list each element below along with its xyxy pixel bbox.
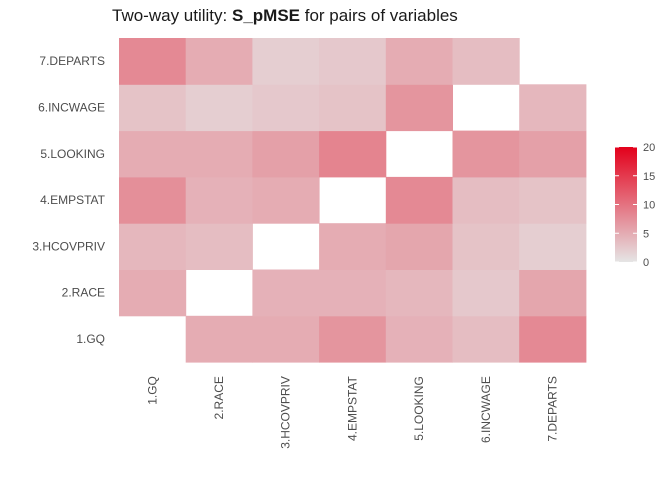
x-tick-label: 7.DEPARTS [546, 376, 560, 442]
heatmap-cell-4-empstat-2-race [319, 269, 387, 317]
legend-tick-label: 0 [643, 257, 649, 269]
legend-tick-label: 10 [643, 200, 655, 212]
x-axis-ticks: 1.GQ 2.RACE 3.HCOVPRIV 4.EMPSTAT 5.LOOKING 6.… [145, 375, 559, 448]
chart-title: Two-way utility: S_pMSE for pairs of var… [112, 6, 458, 26]
heatmap-cell-6-incwage-5-looking [452, 130, 520, 178]
legend-color-bar [615, 147, 637, 262]
x-tick-label: 2.RACE [212, 376, 226, 419]
heatmap-cell-1-gq-4-empstat [119, 176, 187, 224]
heatmap-cell-2-race-3-hcovpriv [185, 223, 253, 270]
heatmap-cell-7-departs-5-looking [519, 130, 587, 178]
heatmap-cell-5-looking-3-hcovpriv [385, 223, 453, 270]
heatmap-cell-5-looking-7-departs [385, 38, 453, 85]
heatmap-cell-4-empstat-7-departs [319, 38, 387, 85]
x-tick-label: 6.INCWAGE [479, 376, 493, 443]
heatmap-cell-5-looking-1-gq [385, 315, 453, 363]
heatmap-cell-2-race-5-looking [185, 130, 253, 178]
heatmap-cell-4-empstat-3-hcovpriv [319, 223, 387, 270]
heatmap-cell-7-departs-6-incwage [519, 84, 587, 132]
heatmap-cell-3-hcovpriv-2-race [252, 269, 320, 317]
heatmap-cell-2-race-6-incwage [185, 84, 253, 132]
x-tick-label: 1.GQ [145, 376, 159, 405]
heatmap-cell-1-gq-7-departs [119, 38, 187, 85]
x-tick-label: 3.HCOVPRIV [279, 376, 293, 449]
title-bold: S_pMSE [231, 6, 301, 25]
x-tick-label: 5.LOOKING [412, 376, 426, 441]
title-suffix: for pairs of variables [300, 6, 458, 25]
y-axis-ticks: 1.GQ 2.RACE 3.HCOVPRIV 4.EMPSTAT 5.LOOKING 6.… [32, 54, 105, 346]
y-tick-label: 4.EMPSTAT [40, 193, 106, 207]
heatmap-cells [119, 38, 587, 363]
heatmap-cell-4-empstat-1-gq [319, 315, 387, 363]
y-tick-label: 1.GQ [76, 332, 105, 346]
heatmap-cell-2-race-1-gq [185, 315, 253, 363]
heatmap-cell-6-incwage-7-departs [452, 38, 520, 85]
heatmap-cell-7-departs-2-race [519, 269, 587, 317]
heatmap-cell-7-departs-1-gq [519, 315, 587, 363]
heatmap-cell-1-gq-2-race [119, 269, 187, 317]
heatmap-cell-5-looking-4-empstat [385, 176, 453, 224]
heatmap-cell-3-hcovpriv-4-empstat [252, 176, 320, 224]
y-tick-label: 6.INCWAGE [38, 100, 105, 114]
title-prefix: Two-way utility: [112, 6, 232, 25]
heatmap-cell-2-race-4-empstat [185, 176, 253, 224]
y-tick-label: 3.HCOVPRIV [32, 239, 105, 253]
heatmap-cell-3-hcovpriv-7-departs [252, 38, 320, 85]
heatmap-cell-3-hcovpriv-1-gq [252, 315, 320, 363]
x-tick-label: 4.EMPSTAT [345, 375, 359, 441]
heatmap-cell-2-race-7-departs [185, 38, 253, 85]
heatmap-cell-4-empstat-6-incwage [319, 84, 387, 132]
heatmap-cell-5-looking-2-race [385, 269, 453, 317]
heatmap-cell-5-looking-6-incwage [385, 84, 453, 132]
color-legend: 0 5 10 15 20 [615, 142, 655, 269]
heatmap-cell-1-gq-3-hcovpriv [119, 223, 187, 270]
heatmap-cell-3-hcovpriv-5-looking [252, 130, 320, 178]
y-tick-label: 5.LOOKING [40, 147, 105, 161]
heatmap-cell-6-incwage-4-empstat [452, 176, 520, 224]
y-tick-label: 7.DEPARTS [39, 54, 105, 68]
legend-tick-label: 15 [643, 171, 655, 183]
heatmap-cell-6-incwage-3-hcovpriv [452, 223, 520, 270]
heatmap-cell-7-departs-3-hcovpriv [519, 223, 587, 270]
heatmap-cell-7-departs-4-empstat [519, 176, 587, 224]
heatmap-cell-1-gq-6-incwage [119, 84, 187, 132]
heatmap-cell-3-hcovpriv-6-incwage [252, 84, 320, 132]
heatmap-cell-1-gq-5-looking [119, 130, 187, 178]
heatmap-cell-6-incwage-2-race [452, 269, 520, 317]
legend-tick-label: 20 [643, 142, 655, 154]
legend-tick-label: 5 [643, 228, 649, 240]
y-tick-label: 2.RACE [62, 286, 105, 300]
heatmap-cell-4-empstat-5-looking [319, 130, 387, 178]
heatmap-cell-6-incwage-1-gq [452, 315, 520, 363]
